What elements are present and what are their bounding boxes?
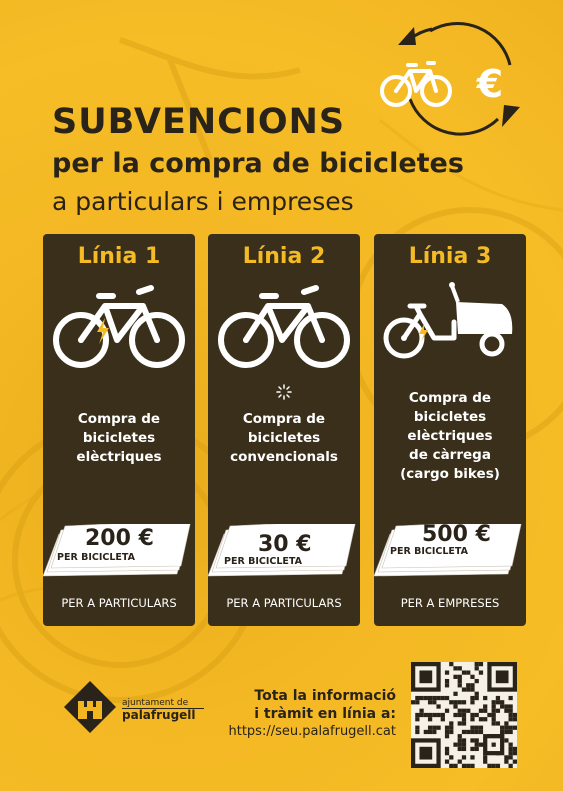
amount-ticket — [373, 524, 522, 577]
amount-ticket — [207, 524, 356, 577]
logo-divider — [122, 708, 204, 709]
info-line-1: Tota la informació — [254, 688, 396, 704]
amount-ticket — [42, 524, 191, 577]
card-description: Compra de bicicletes convencionals — [230, 411, 338, 465]
card-title: Línia 3 — [408, 244, 492, 269]
ajuntament-logo-icon — [64, 681, 116, 733]
card-title: Línia 2 — [242, 244, 326, 269]
amount-unit: PER BICICLETA — [390, 546, 468, 557]
card-linia-1: Línia 1 Compra de bicicletes elèctriques 2… — [42, 234, 195, 626]
conventional-bike-icon — [218, 285, 350, 368]
amount-value: 200 € — [85, 526, 154, 551]
cargo-bike-icon — [383, 282, 513, 359]
page-title: SUBVENCIONS — [52, 102, 346, 142]
amount-unit: PER BICICLETA — [224, 556, 302, 567]
page-subtitle: per la compra de bicicletes — [52, 148, 464, 179]
amount-value: 500 € — [422, 522, 491, 547]
bike-euro-cycle-icon: € — [380, 22, 520, 136]
electric-bike-icon — [53, 285, 185, 368]
card-title: Línia 1 — [77, 244, 161, 269]
qr-code[interactable] — [411, 662, 517, 768]
euro-symbol: € — [476, 62, 503, 106]
page-tagline: a particulars i empreses — [52, 187, 354, 216]
card-linia-3: Línia 3 Compra de bicicletes elèctriques de… — [373, 234, 526, 626]
card-description: Compra de bicicletes elèctriques — [76, 411, 162, 465]
logo-text-big: palafrugell — [122, 708, 196, 722]
loading-spinner-icon — [276, 384, 292, 400]
card-audience: PER A EMPRESES — [400, 596, 500, 610]
card-audience: PER A PARTICULARS — [226, 596, 342, 610]
card-linia-2: Línia 2 Compra de bicicletes convencionals — [207, 234, 360, 626]
logo-text-small: ajuntament de — [122, 698, 189, 708]
amount-value: 30 € — [258, 532, 312, 557]
amount-unit: PER BICICLETA — [57, 552, 135, 563]
info-url-link[interactable]: https://seu.palafrugell.cat — [228, 724, 396, 739]
card-audience: PER A PARTICULARS — [61, 596, 177, 610]
card-description: Compra de bicicletes elèctriques de càrrega… — [400, 390, 500, 482]
info-line-2: i tràmit en línia a: — [254, 706, 396, 722]
